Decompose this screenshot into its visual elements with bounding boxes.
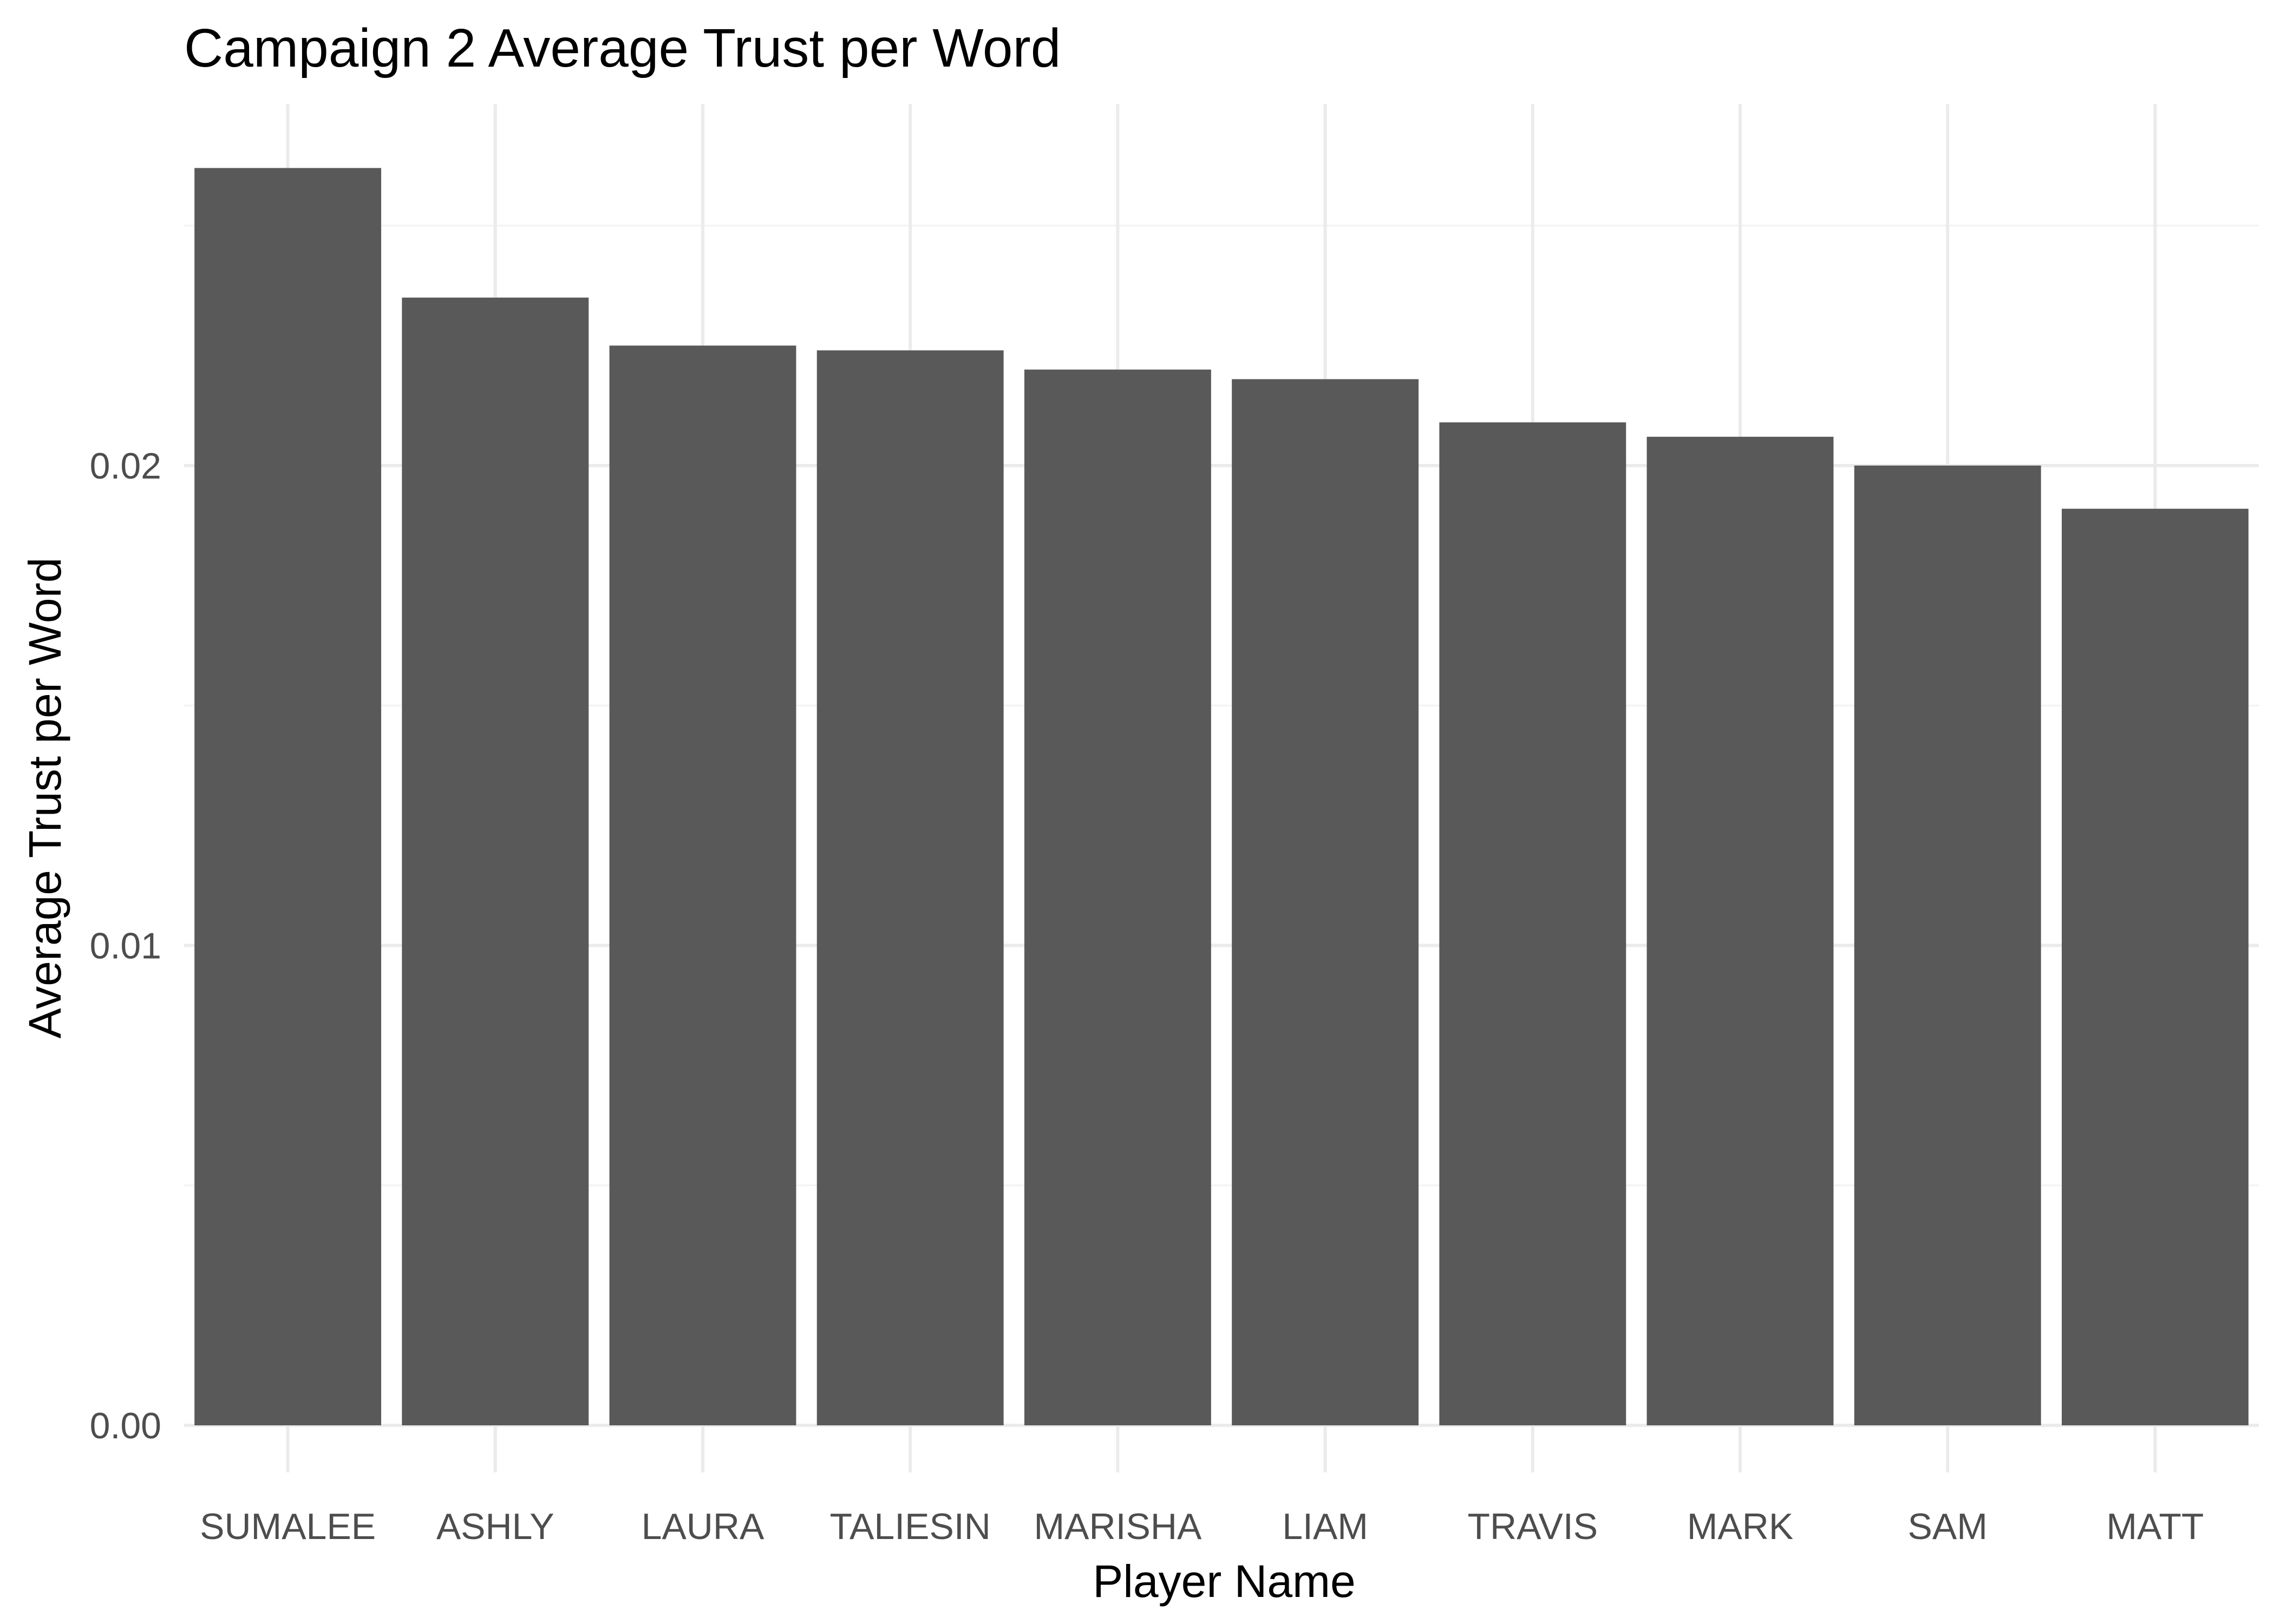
x-tick-label: SAM (1908, 1506, 1988, 1547)
y-tick-label: 0.00 (90, 1405, 161, 1446)
bar-ashly (402, 297, 589, 1425)
x-tick-label: MARISHA (1034, 1506, 1201, 1547)
x-tick-label: TALIESIN (830, 1506, 991, 1547)
x-tick-label: MATT (2106, 1506, 2204, 1547)
bar-laura (609, 345, 796, 1425)
chart-title: Campaign 2 Average Trust per Word (184, 18, 1061, 78)
x-tick-label: LAURA (642, 1506, 764, 1547)
x-axis-tick-labels: SUMALEE ASHLY LAURA TALIESIN MARISHA LIAM TRAV… (200, 1506, 2204, 1547)
x-axis-title: Player Name (1093, 1556, 1356, 1607)
y-axis-tick-labels: 0.00 0.01 0.02 (90, 446, 161, 1446)
x-tick-label: ASHLY (436, 1506, 554, 1547)
x-tick-label: SUMALEE (200, 1506, 376, 1547)
x-tick-label: LIAM (1282, 1506, 1368, 1547)
y-tick-label: 0.02 (90, 446, 161, 487)
bars (194, 168, 2249, 1426)
bar-sam (1854, 466, 2041, 1425)
bar-matt (2061, 508, 2249, 1426)
x-tick-label: MARK (1687, 1506, 1793, 1547)
bar-taliesin (816, 350, 1004, 1425)
bar-sumalee (194, 168, 382, 1425)
bar-travis (1439, 422, 1626, 1425)
y-tick-label: 0.01 (90, 926, 161, 967)
y-axis-title: Average Trust per Word (19, 558, 70, 1039)
bar-mark (1646, 436, 1834, 1425)
x-tick-label: TRAVIS (1468, 1506, 1598, 1547)
bar-liam (1232, 379, 1419, 1426)
bar-marisha (1024, 369, 1211, 1426)
